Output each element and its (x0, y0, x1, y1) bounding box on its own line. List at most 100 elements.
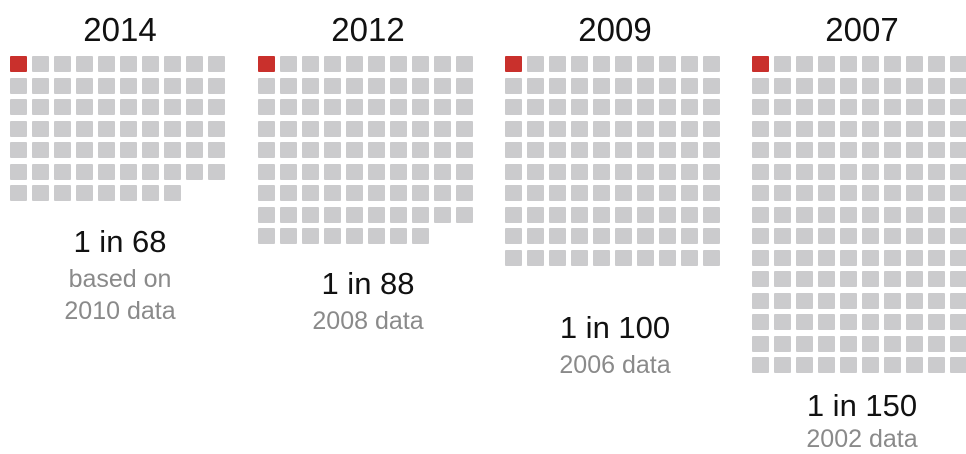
waffle-cell (681, 77, 698, 94)
waffle-cell (906, 56, 923, 72)
waffle-cell (280, 56, 297, 72)
waffle-cell (505, 142, 522, 158)
waffle-cell (258, 120, 275, 137)
waffle-cell (796, 77, 813, 94)
waffle-cell (142, 185, 159, 201)
waffle-cell (659, 228, 676, 244)
waffle-cell (950, 56, 966, 72)
waffle-cell (456, 142, 473, 158)
waffle-cell (412, 99, 429, 115)
waffle-cell (928, 163, 945, 180)
waffle-cell (302, 77, 319, 94)
waffle-cell (549, 77, 566, 94)
waffle-cell (456, 120, 473, 137)
waffle-cell (796, 120, 813, 137)
waffle-cell (549, 120, 566, 137)
waffle-cell (862, 335, 879, 352)
waffle-cell (703, 163, 720, 180)
year-label: 2012 (331, 11, 405, 48)
waffle-cell (615, 77, 632, 94)
waffle-cell (186, 120, 203, 137)
waffle-cell (208, 99, 225, 115)
waffle-cell (434, 142, 451, 158)
waffle-cell (906, 357, 923, 373)
waffle-cell (703, 56, 720, 72)
waffle-cell (505, 228, 522, 244)
waffle-cell (906, 77, 923, 94)
waffle-cell (950, 314, 966, 330)
waffle-cell (681, 249, 698, 266)
waffle-cell (549, 185, 566, 201)
waffle-cell (571, 56, 588, 72)
waffle-cell (796, 271, 813, 287)
ratio-label: 1 in 68 (73, 224, 167, 259)
waffle-cell (659, 77, 676, 94)
waffle-cell (527, 99, 544, 115)
waffle-cell (434, 163, 451, 180)
waffle-cell (840, 163, 857, 180)
waffle-cell (302, 185, 319, 201)
waffle-cell (637, 99, 654, 115)
waffle-cell (840, 228, 857, 244)
waffle-cell (840, 335, 857, 352)
waffle-cell (862, 56, 879, 72)
waffle-cell (142, 77, 159, 94)
waffle-cell (54, 77, 71, 94)
waffle-cell (774, 120, 791, 137)
waffle-cell (840, 185, 857, 201)
waffle-cell (703, 99, 720, 115)
waffle-cell (637, 163, 654, 180)
waffle-cell (681, 163, 698, 180)
waffle-cell (76, 77, 93, 94)
waffle-cell (280, 142, 297, 158)
waffle-cell (774, 185, 791, 201)
waffle-cell (884, 335, 901, 352)
waffle-cell (434, 185, 451, 201)
waffle-cell (593, 185, 610, 201)
waffle-cell (703, 228, 720, 244)
waffle-cell (752, 228, 769, 244)
waffle-cell (324, 56, 341, 72)
waffle-cell (280, 77, 297, 94)
waffle-cell (208, 163, 225, 180)
waffle-cell (681, 120, 698, 137)
waffle-cell (280, 206, 297, 223)
waffle-cell (862, 314, 879, 330)
waffle-cell (818, 357, 835, 373)
waffle-cell (571, 228, 588, 244)
waffle-cell (884, 357, 901, 373)
waffle-cell (659, 185, 676, 201)
waffle-cell (593, 142, 610, 158)
waffle-cell (840, 271, 857, 287)
waffle-cell (950, 206, 966, 223)
waffle-cell (412, 206, 429, 223)
waffle-cell (324, 142, 341, 158)
waffle-cell (906, 271, 923, 287)
waffle-cell (818, 206, 835, 223)
waffle-cell (752, 142, 769, 158)
waffle-cell-highlighted (10, 56, 27, 72)
waffle-cell (703, 206, 720, 223)
waffle-cell (615, 56, 632, 72)
waffle-cell (549, 142, 566, 158)
waffle-cell (637, 185, 654, 201)
waffle-cell (818, 292, 835, 309)
waffle-cell (615, 142, 632, 158)
waffle-cell (346, 142, 363, 158)
waffle-cell (637, 120, 654, 137)
waffle-cell (796, 335, 813, 352)
waffle-cell (862, 292, 879, 309)
waffle-cell (774, 271, 791, 287)
waffle-cell (593, 56, 610, 72)
waffle-cell (434, 206, 451, 223)
waffle-cell (527, 185, 544, 201)
waffle-cell (456, 77, 473, 94)
waffle-cell (32, 142, 49, 158)
waffle-cell (818, 335, 835, 352)
waffle-cell (862, 77, 879, 94)
waffle-cell (840, 249, 857, 266)
waffle-cell (142, 99, 159, 115)
waffle-cell (368, 206, 385, 223)
waffle-cell (862, 271, 879, 287)
waffle-cell (98, 163, 115, 180)
